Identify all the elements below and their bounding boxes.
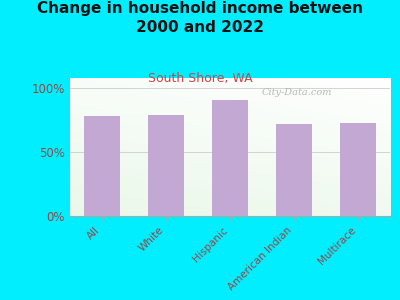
Bar: [340, 123, 376, 216]
Bar: [276, 124, 312, 216]
Bar: [148, 115, 184, 216]
Bar: [212, 100, 248, 216]
Bar: [84, 116, 120, 216]
Text: South Shore, WA: South Shore, WA: [148, 72, 252, 85]
Text: City-Data.com: City-Data.com: [262, 88, 332, 97]
Text: Change in household income between
2000 and 2022: Change in household income between 2000 …: [37, 2, 363, 35]
